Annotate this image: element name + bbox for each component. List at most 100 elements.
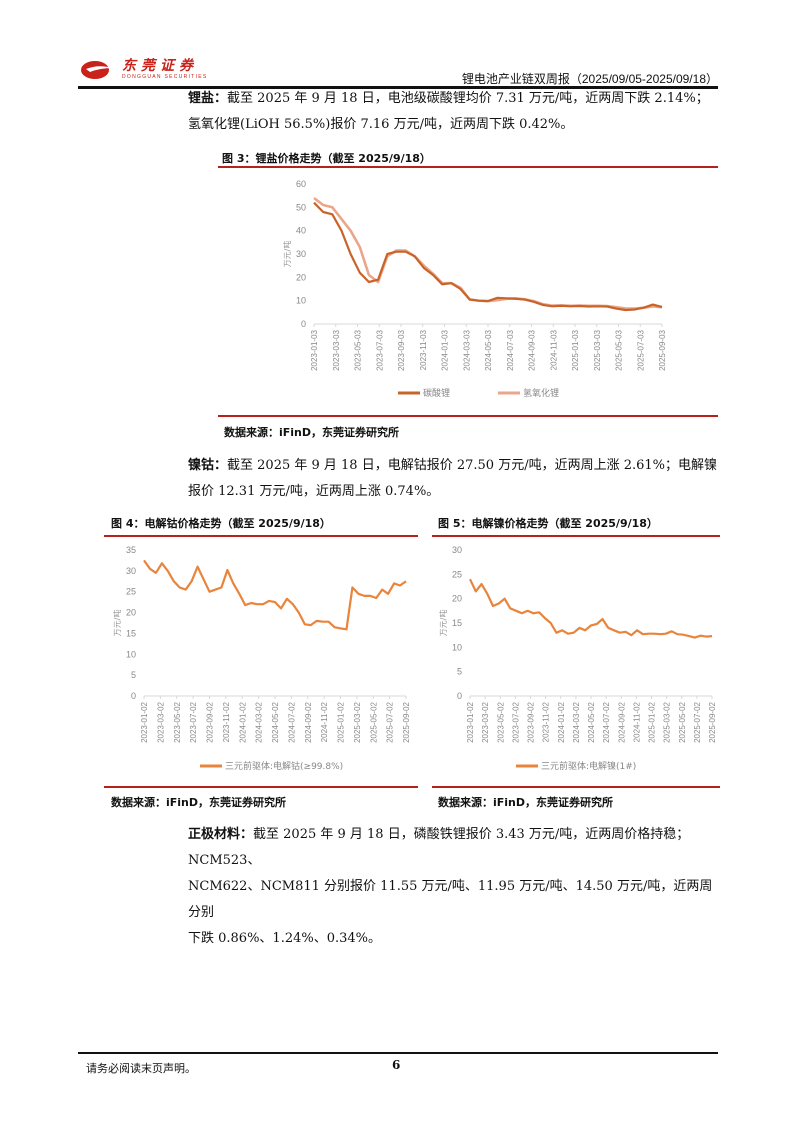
cathode-paragraph: 正极材料：截至 2025 年 9 月 18 日，磷酸铁锂报价 3.43 万元/吨… <box>188 822 718 952</box>
y-tick-label: 10 <box>126 649 136 659</box>
x-tick-label: 2024-09-03 <box>528 329 537 370</box>
legend-label: 氢氧化锂 <box>523 387 559 399</box>
legend-label: 碳酸锂 <box>423 387 450 399</box>
logo-mark-icon <box>80 60 114 80</box>
lithium-paragraph: 锂盐：截至 2025 年 9 月 18 日，电池级碳酸锂均价 7.31 万元/吨… <box>188 86 718 138</box>
fig3-title: 图 3：锂盐价格走势（截至 2025/9/18） <box>222 152 431 165</box>
x-tick-label: 2023-01-03 <box>310 329 319 370</box>
fig5-source: 数据来源：iFinD，东莞证券研究所 <box>438 796 614 809</box>
y-tick-label: 0 <box>301 319 306 329</box>
y-axis-label: 万元/吨 <box>438 610 448 637</box>
y-tick-label: 50 <box>296 202 306 212</box>
fig3-bottom-rule <box>218 415 718 417</box>
x-tick-label: 2024-01-02 <box>557 701 566 742</box>
x-tick-label: 2025-09-03 <box>658 329 667 370</box>
x-tick-label: 2025-03-02 <box>663 701 672 742</box>
y-tick-label: 60 <box>296 179 306 189</box>
y-tick-label: 25 <box>452 569 462 579</box>
y-axis-label: 万元/吨 <box>112 610 122 637</box>
y-tick-label: 0 <box>131 691 136 701</box>
fig4-bottom-rule <box>104 786 418 788</box>
fig3-top-rule <box>218 166 718 168</box>
fig5-top-rule <box>432 535 720 537</box>
x-tick-label: 2023-09-02 <box>206 701 215 742</box>
y-tick-label: 35 <box>126 545 136 555</box>
cobalt-nickel-line-1: 截至 2025 年 9 月 18 日，电解钴报价 27.50 万元/吨，近两周上… <box>227 458 717 473</box>
logo-chinese-name: 东莞证券 <box>122 58 198 74</box>
x-tick-label: 2023-05-03 <box>354 329 363 370</box>
x-tick-label: 2023-07-02 <box>189 701 198 742</box>
x-tick-label: 2025-03-02 <box>353 701 362 742</box>
x-tick-label: 2023-03-03 <box>332 329 341 370</box>
y-tick-label: 25 <box>126 587 136 597</box>
x-tick-label: 2024-05-03 <box>484 329 493 370</box>
cobalt-nickel-paragraph: 镍钴：截至 2025 年 9 月 18 日，电解钴报价 27.50 万元/吨，近… <box>188 453 718 505</box>
y-tick-label: 30 <box>452 545 462 555</box>
x-tick-label: 2024-07-02 <box>602 701 611 742</box>
y-tick-label: 15 <box>126 628 136 638</box>
x-tick-label: 2023-03-02 <box>156 701 165 742</box>
x-tick-label: 2023-11-03 <box>419 329 428 370</box>
x-tick-label: 2025-01-02 <box>337 701 346 742</box>
series-line <box>313 201 663 312</box>
fig5-nickel-price-chart: 0 5 10 15 20 25 30 万元/吨 2023-01-02 2023-03-02 2023… <box>432 540 722 780</box>
x-tick-label: 2024-05-02 <box>587 701 596 742</box>
cathode-line-1: 截至 2025 年 9 月 18 日，磷酸铁锂报价 3.43 万元/吨，近两周价… <box>188 827 690 868</box>
x-tick-label: 2024-07-02 <box>287 701 296 742</box>
y-tick-label: 20 <box>126 608 136 618</box>
fig4-cobalt-price-chart: 0 5 10 15 20 25 30 35 万元/吨 2023-01-02 2023-03-02 20… <box>104 540 420 780</box>
x-tick-label: 2023-01-02 <box>466 701 475 742</box>
footer-divider <box>78 1052 718 1054</box>
x-tick-label: 2023-05-02 <box>496 701 505 742</box>
cathode-label: 正极材料： <box>188 827 254 842</box>
lithium-label: 锂盐： <box>188 91 228 106</box>
x-tick-label: 2023-03-02 <box>481 701 490 742</box>
disclaimer-note: 请务必阅读末页声明。 <box>86 1062 196 1075</box>
x-tick-label: 2025-01-03 <box>571 329 580 370</box>
y-tick-label: 10 <box>452 642 462 652</box>
logo-english-name: DONGGUAN SECURITIES <box>122 74 208 80</box>
y-tick-label: 20 <box>296 272 306 282</box>
x-tick-label: 2024-11-02 <box>320 701 329 742</box>
x-tick-label: 2025-09-02 <box>708 701 717 742</box>
x-tick-label: 2023-09-03 <box>397 329 406 370</box>
y-tick-label: 10 <box>296 296 306 306</box>
x-tick-label: 2024-11-02 <box>632 701 641 742</box>
x-tick-label: 2024-03-03 <box>462 329 471 370</box>
y-axis-label: 万元/吨 <box>282 241 292 268</box>
x-tick-label: 2024-03-02 <box>572 701 581 742</box>
x-tick-label: 2025-05-03 <box>615 329 624 370</box>
header-divider <box>78 86 718 89</box>
legend-label: 三元前驱体:电解镍(1#) <box>541 760 636 772</box>
fig3-lithium-price-chart: 0 10 20 30 40 50 60 万元/吨 2023-01-03 2023-03-03 202… <box>280 176 670 406</box>
x-tick-label: 2025-07-02 <box>693 701 702 742</box>
x-tick-label: 2023-11-02 <box>542 701 551 742</box>
series-line <box>143 559 407 631</box>
x-tick-label: 2024-01-02 <box>238 701 247 742</box>
series-line <box>313 196 663 310</box>
x-tick-label: 2024-09-02 <box>617 701 626 742</box>
cathode-line-3: 下跌 0.86%、1.24%、0.34%。 <box>188 931 382 946</box>
x-tick-label: 2024-11-03 <box>549 329 558 370</box>
fig4-source: 数据来源：iFinD，东莞证券研究所 <box>111 796 287 809</box>
fig4-top-rule <box>104 535 418 537</box>
y-tick-label: 30 <box>126 566 136 576</box>
x-tick-label: 2025-07-03 <box>636 329 645 370</box>
fig3-source: 数据来源：iFinD，东莞证券研究所 <box>224 426 400 439</box>
y-tick-label: 20 <box>452 594 462 604</box>
x-tick-label: 2023-11-02 <box>222 701 231 742</box>
fig4-title: 图 4：电解钴价格走势（截至 2025/9/18） <box>111 517 331 530</box>
x-tick-label: 2024-03-02 <box>255 701 264 742</box>
cobalt-nickel-line-2: 报价 12.31 万元/吨，近两周上涨 0.74%。 <box>188 484 440 499</box>
y-tick-label: 0 <box>457 691 462 701</box>
lithium-line-1: 截至 2025 年 9 月 18 日，电池级碳酸锂均价 7.31 万元/吨，近两… <box>227 91 709 106</box>
x-tick-label: 2024-07-03 <box>506 329 515 370</box>
fig5-title: 图 5：电解镍价格走势（截至 2025/9/18） <box>438 517 658 530</box>
x-tick-label: 2025-07-02 <box>386 701 395 742</box>
page-number: 6 <box>392 1058 401 1072</box>
legend-label: 三元前驱体:电解钴(≥99.8%) <box>225 760 343 772</box>
x-tick-label: 2023-01-02 <box>140 701 149 742</box>
x-tick-label: 2023-09-02 <box>527 701 536 742</box>
y-tick-label: 40 <box>296 226 306 236</box>
x-tick-label: 2025-09-02 <box>402 701 411 742</box>
